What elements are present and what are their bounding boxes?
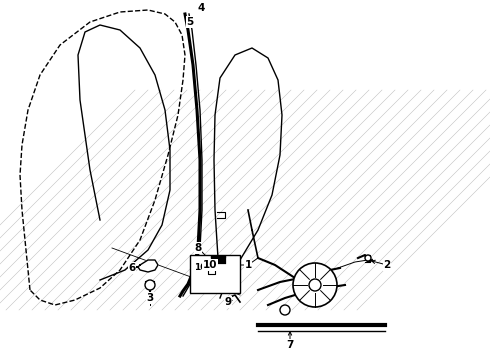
Text: 8: 8 [195, 243, 201, 253]
Circle shape [280, 305, 290, 315]
Circle shape [309, 279, 321, 291]
Text: 6: 6 [128, 263, 136, 273]
Text: 2: 2 [383, 260, 391, 270]
Text: 9: 9 [224, 297, 232, 307]
Circle shape [293, 263, 337, 307]
Text: 10: 10 [203, 260, 217, 270]
Circle shape [365, 255, 371, 261]
Text: 10: 10 [194, 264, 206, 273]
Circle shape [145, 280, 155, 290]
Text: 1: 1 [245, 260, 252, 270]
Text: 5: 5 [186, 17, 194, 27]
Polygon shape [138, 260, 158, 272]
Text: 7: 7 [286, 340, 294, 350]
Bar [190, 255, 240, 293]
Text: 4: 4 [197, 3, 205, 13]
Text: 3: 3 [147, 293, 154, 303]
